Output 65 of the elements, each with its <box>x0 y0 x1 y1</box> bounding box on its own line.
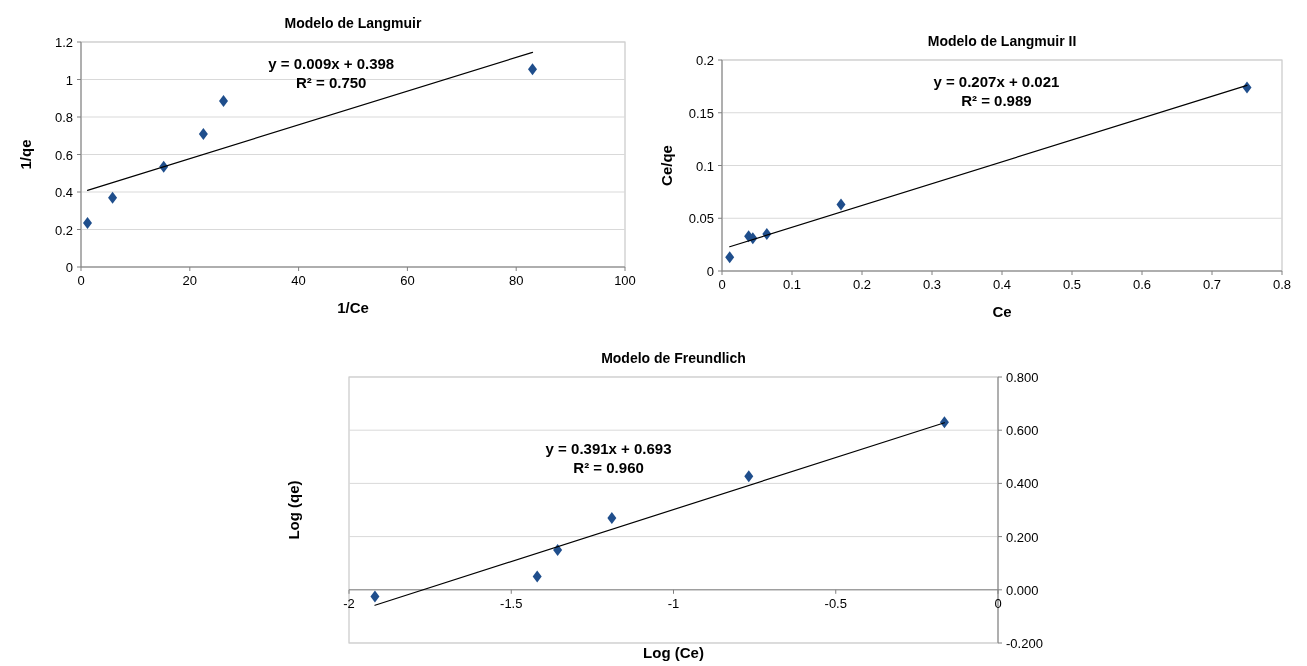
point <box>108 191 118 204</box>
x-tick-label: 40 <box>291 273 306 288</box>
x-tick-label: -0.5 <box>824 595 847 611</box>
y-tick-label: 0.400 <box>1006 476 1039 492</box>
annotation: R² = 0.989 <box>961 92 1032 110</box>
x-tick-label: 0 <box>994 595 1002 611</box>
point <box>198 127 208 140</box>
x-tick-label: 0.6 <box>1132 277 1152 292</box>
annotation: y = 0.207x + 0.021 <box>933 73 1060 91</box>
x-tick-label: 0.5 <box>1062 277 1082 292</box>
y-tick-label: 0.000 <box>1006 582 1039 598</box>
x-tick-label: 0 <box>718 277 726 292</box>
x-tick-label: 0 <box>77 273 85 288</box>
point <box>219 95 229 108</box>
x-tick-label: 0.4 <box>992 277 1012 292</box>
y-tick-label: 0.15 <box>688 105 714 121</box>
x-tick-label: 80 <box>508 273 524 288</box>
annotation: y = 0.009x + 0.398 <box>268 55 395 72</box>
annotation: R² = 0.960 <box>573 459 644 477</box>
point <box>725 251 735 264</box>
y-tick-label: 0.600 <box>1006 423 1039 439</box>
chart-title: Modelo de Langmuir II <box>927 33 1077 49</box>
y-axis-title: Ce/qe <box>658 145 675 186</box>
point <box>370 590 380 603</box>
point <box>528 63 538 76</box>
point <box>83 216 93 229</box>
y-tick-label: 0.05 <box>688 211 714 227</box>
x-tick-label: 0.7 <box>1202 277 1222 292</box>
annotation: R² = 0.750 <box>296 74 367 91</box>
y-tick-label: 0.2 <box>54 222 73 238</box>
x-tick-label: 0.8 <box>1272 277 1292 292</box>
point <box>532 570 542 583</box>
y-tick-label: 0 <box>65 260 73 275</box>
y-tick-label: 0.800 <box>1006 370 1039 385</box>
point <box>607 511 617 524</box>
y-tick-label: 1 <box>65 72 73 88</box>
x-axis-title: Log (Ce) <box>643 644 704 661</box>
x-tick-label: 0.1 <box>782 277 802 292</box>
x-tick-label: 20 <box>182 273 198 288</box>
x-tick-label: -1 <box>667 595 680 611</box>
y-axis-title: Log (qe) <box>285 480 302 540</box>
y-tick-label: 0.8 <box>54 110 73 125</box>
y-tick-label: 0.200 <box>1006 529 1039 545</box>
y-tick-label: 0.1 <box>695 158 714 174</box>
annotation: y = 0.391x + 0.693 <box>545 440 672 458</box>
y-tick-label: -0.200 <box>1006 636 1043 651</box>
x-tick-label: 0.3 <box>922 277 942 292</box>
point <box>836 198 846 211</box>
y-tick-label: 0.6 <box>54 147 73 163</box>
point <box>744 470 754 483</box>
x-axis-title: Ce <box>992 303 1012 320</box>
y-axis-title: 1/qe <box>17 139 34 170</box>
y-tick-label: 0.4 <box>54 185 73 200</box>
y-tick-label: 0.2 <box>695 53 714 68</box>
x-tick-label: 60 <box>400 273 415 288</box>
x-tick-label: -1.5 <box>500 595 523 611</box>
x-tick-label: 0.2 <box>852 277 872 292</box>
x-tick-label: -2 <box>343 595 355 611</box>
point <box>939 416 949 429</box>
y-tick-label: 1.2 <box>54 35 73 50</box>
chart-title: Modelo de Freundlich <box>601 350 746 366</box>
x-tick-label: 100 <box>614 273 636 288</box>
chart-title: Modelo de Langmuir <box>284 15 422 31</box>
x-axis-title: 1/Ce <box>337 299 369 316</box>
point <box>553 543 563 556</box>
